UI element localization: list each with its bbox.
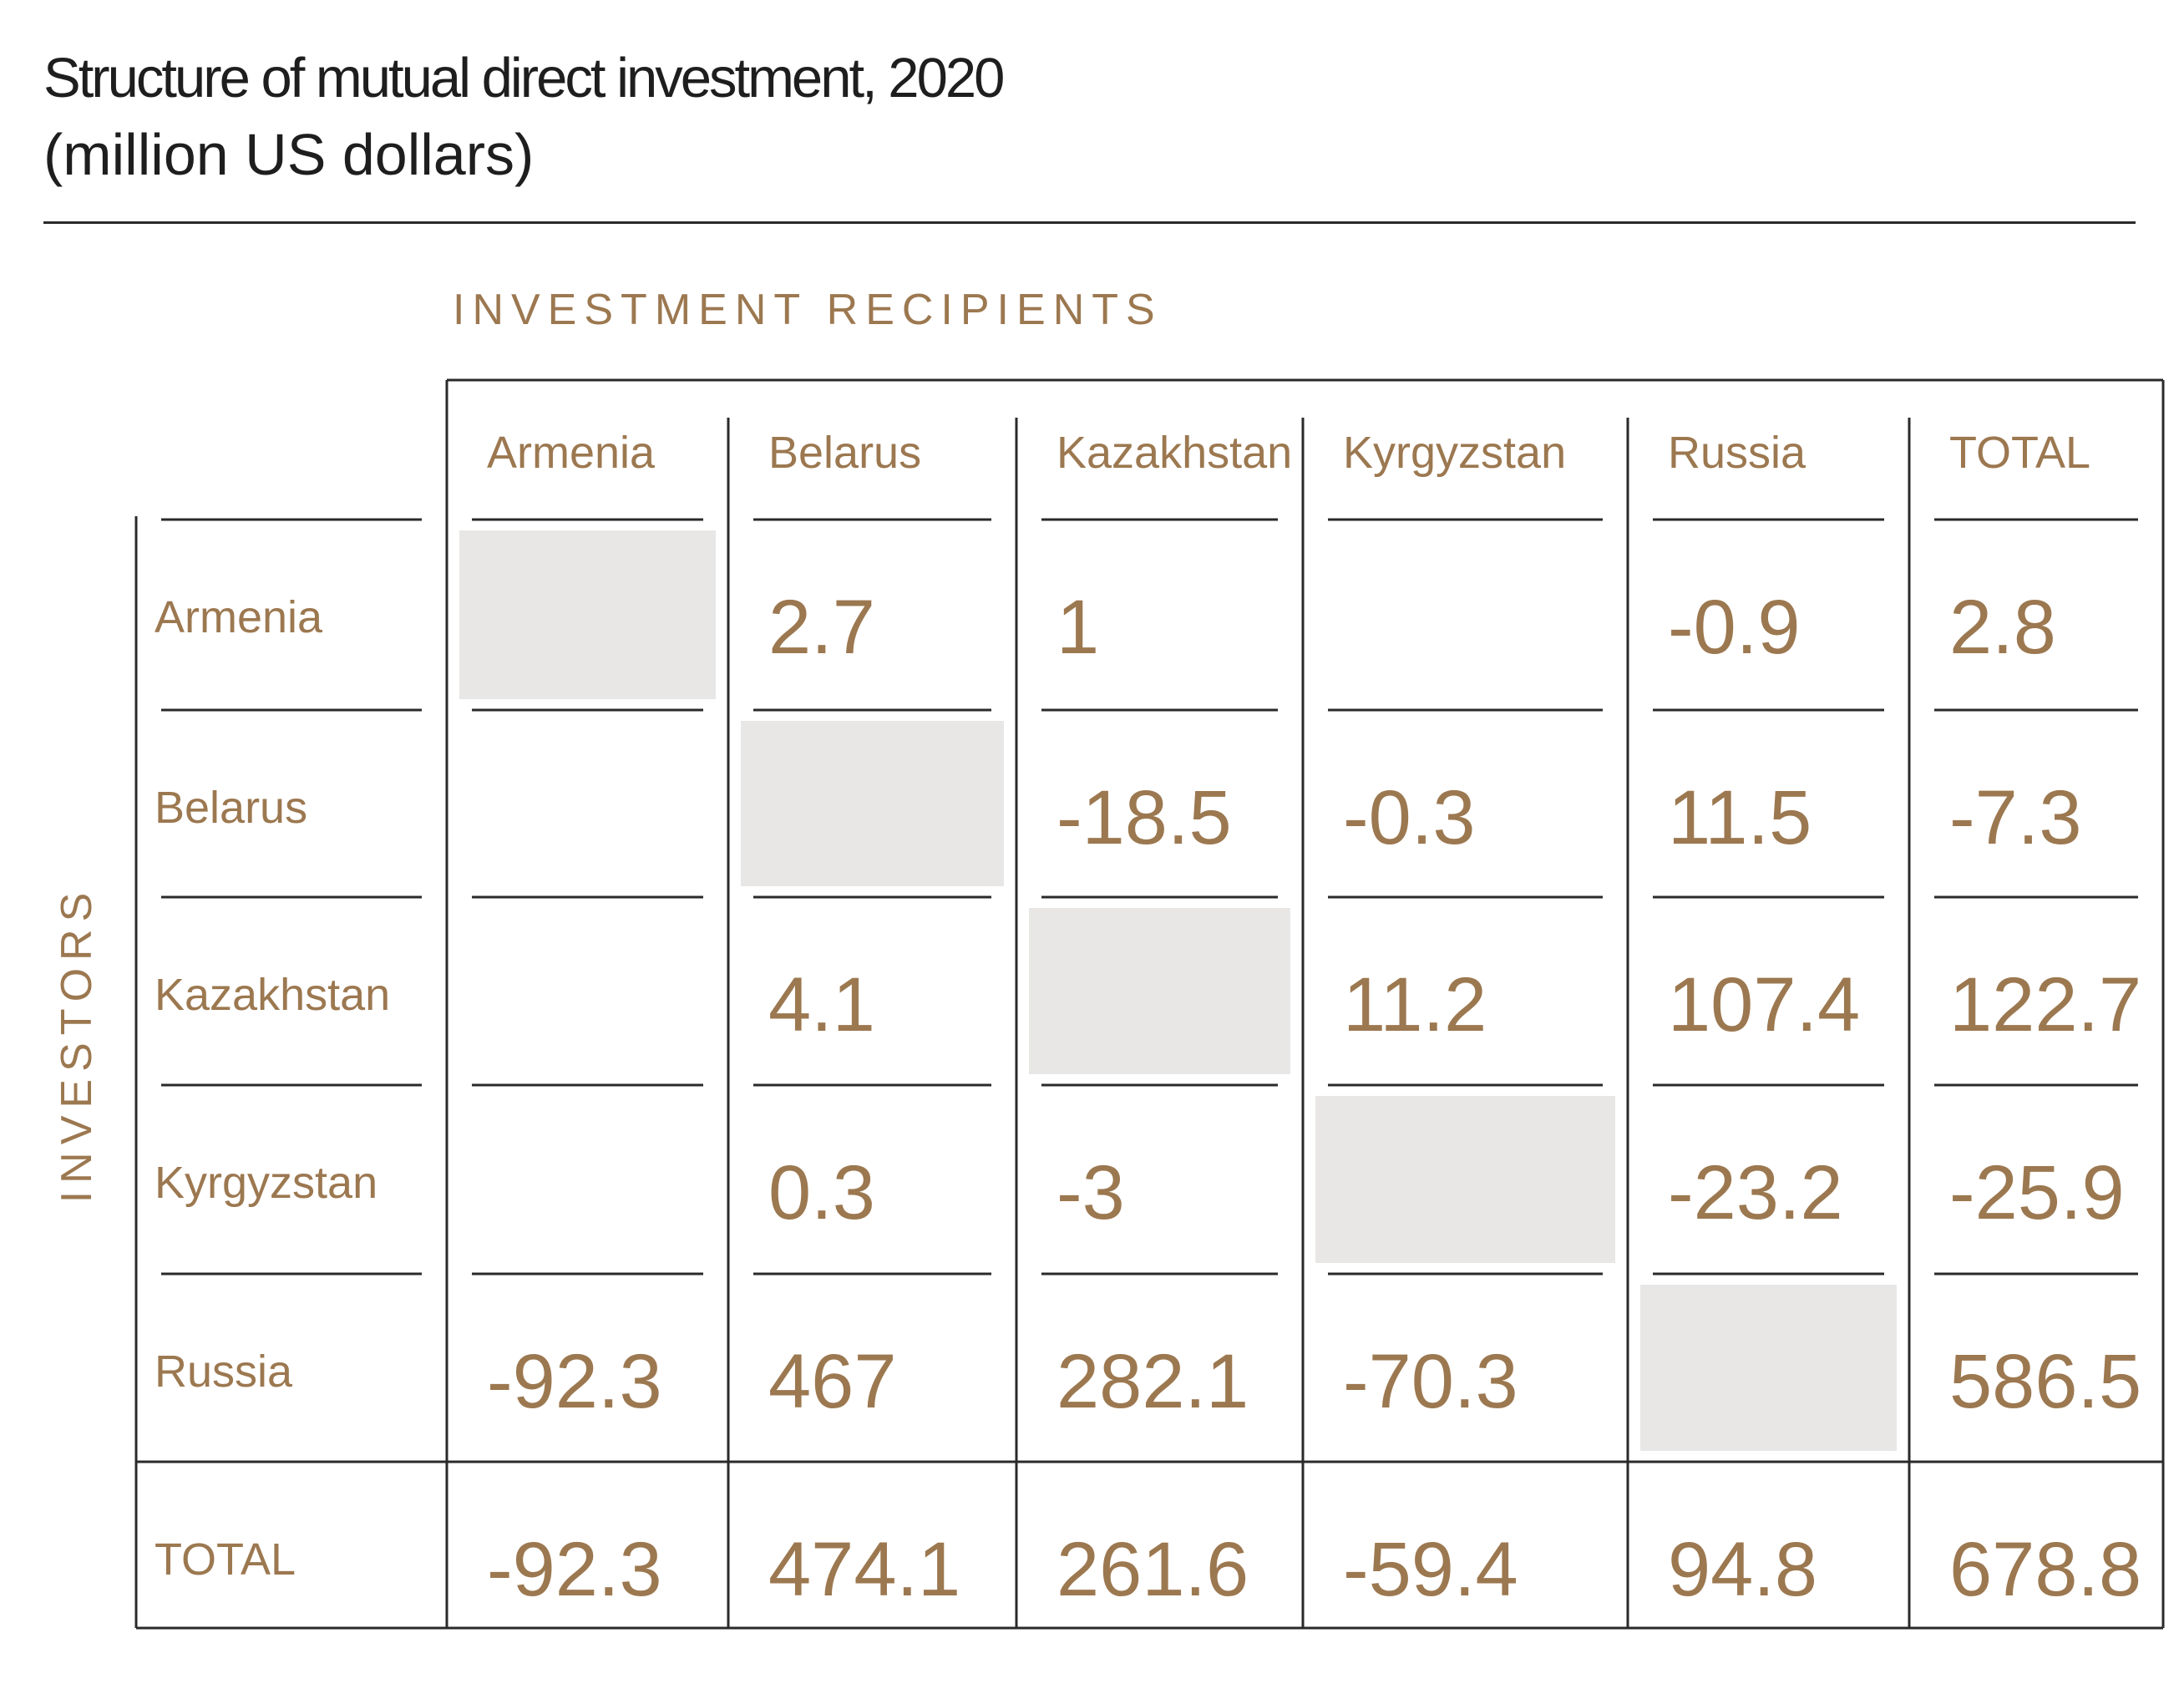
cell-kazakhstan-total: 122.7 (1949, 962, 2141, 1047)
row-header-belarus: Belarus (155, 783, 307, 833)
cell-armenia-kazakhstan: 1 (1057, 585, 1099, 670)
title-rule (43, 221, 2136, 224)
diagonal-cell (459, 530, 716, 699)
cell-total-total: 678.8 (1949, 1527, 2141, 1612)
row-header-russia: Russia (155, 1347, 293, 1397)
cell-kazakhstan-belarus: 4.1 (768, 962, 875, 1047)
cell-russia-kyrgyzstan: -70.3 (1343, 1339, 1518, 1424)
diagonal-cell (1315, 1096, 1615, 1263)
diagonal-cell (741, 721, 1004, 886)
cell-armenia-total: 2.8 (1949, 585, 2056, 670)
cell-armenia-belarus: 2.7 (768, 585, 875, 670)
row-header-total: TOTAL (155, 1534, 296, 1585)
column-header-kazakhstan: Kazakhstan (1057, 428, 1292, 478)
column-group-label: INVESTMENT RECIPIENTS (453, 286, 1163, 334)
cell-belarus-kazakhstan: -18.5 (1057, 775, 1232, 860)
cell-kyrgyzstan-belarus: 0.3 (768, 1150, 875, 1235)
diagonal-cell (1640, 1285, 1897, 1451)
cell-total-russia: 94.8 (1668, 1527, 1817, 1612)
cell-total-belarus: 474.1 (768, 1527, 960, 1612)
column-header-kyrgyzstan: Kyrgyzstan (1343, 428, 1566, 478)
cell-kazakhstan-russia: 107.4 (1668, 962, 1860, 1047)
cell-belarus-kyrgyzstan: -0.3 (1343, 775, 1476, 860)
diagonal-cell (1029, 908, 1290, 1074)
chart-subtitle: (million US dollars) (43, 122, 535, 187)
row-header-armenia: Armenia (155, 592, 323, 642)
column-header-armenia: Armenia (487, 428, 656, 478)
row-header-kyrgyzstan: Kyrgyzstan (155, 1158, 378, 1208)
cell-russia-armenia: -92.3 (487, 1339, 662, 1424)
cell-belarus-russia: 11.5 (1668, 775, 1812, 860)
column-header-total: TOTAL (1949, 428, 2090, 478)
column-header-belarus: Belarus (768, 428, 921, 478)
cell-total-kyrgyzstan: -59.4 (1343, 1527, 1518, 1612)
cell-total-kazakhstan: 261.6 (1057, 1527, 1249, 1612)
cell-russia-kazakhstan: 282.1 (1057, 1339, 1249, 1424)
cell-armenia-russia: -0.9 (1668, 585, 1801, 670)
column-header-russia: Russia (1668, 428, 1806, 478)
cell-total-armenia: -92.3 (487, 1527, 662, 1612)
cell-belarus-total: -7.3 (1949, 775, 2082, 860)
cell-kyrgyzstan-kazakhstan: -3 (1057, 1150, 1125, 1235)
cell-kyrgyzstan-total: -25.9 (1949, 1150, 2125, 1235)
cell-kazakhstan-kyrgyzstan: 11.2 (1343, 962, 1487, 1047)
chart-title: Structure of mutual direct investment, 2… (43, 47, 1005, 109)
row-header-kazakhstan: Kazakhstan (155, 970, 390, 1020)
cell-kyrgyzstan-russia: -23.2 (1668, 1150, 1843, 1235)
cell-russia-belarus: 467 (768, 1339, 897, 1424)
cell-russia-total: 586.5 (1949, 1339, 2141, 1424)
